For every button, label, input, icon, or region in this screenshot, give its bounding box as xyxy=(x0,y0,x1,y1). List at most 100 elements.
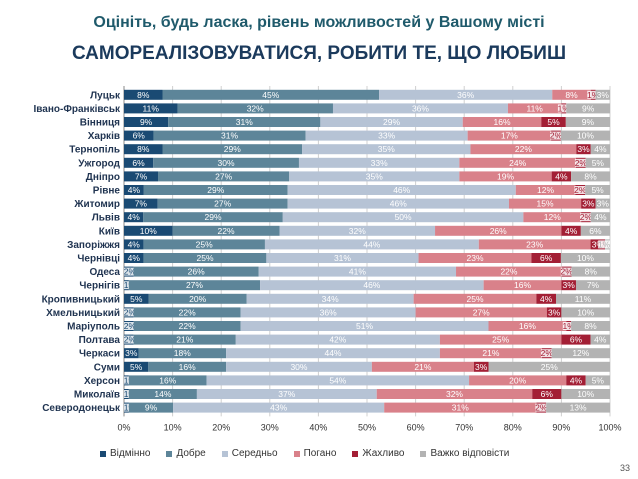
bar-segment xyxy=(124,348,139,359)
category-label: Київ xyxy=(99,226,120,237)
data-label: 54% xyxy=(329,375,346,385)
data-label: 2% xyxy=(541,348,554,358)
data-label: 37% xyxy=(278,389,295,399)
x-tick-label: 40% xyxy=(309,422,327,432)
data-label: 29% xyxy=(205,212,222,222)
data-label: 10% xyxy=(577,389,594,399)
data-label: 22% xyxy=(179,321,196,331)
bar-segment xyxy=(585,185,610,195)
data-label-bg xyxy=(574,158,587,167)
bar-segment xyxy=(571,171,610,182)
bar-segment xyxy=(157,198,288,209)
bar-segment xyxy=(128,375,207,386)
data-label: 35% xyxy=(378,144,395,154)
data-label: 4% xyxy=(540,294,553,304)
data-label: 4% xyxy=(594,212,607,222)
legend-swatch xyxy=(420,450,427,457)
data-label: 6% xyxy=(540,253,553,263)
bar-segment xyxy=(133,266,259,277)
data-label: 10% xyxy=(577,253,594,263)
bar-segment xyxy=(566,103,610,114)
bar-segment xyxy=(143,185,288,195)
bar-segment xyxy=(162,89,380,100)
data-label: 36% xyxy=(412,103,429,113)
bar-segment xyxy=(467,130,552,141)
bar-segment xyxy=(124,253,144,263)
bar-segment xyxy=(258,266,457,277)
bar-segment xyxy=(124,89,163,100)
data-label: 8% xyxy=(585,267,598,277)
data-label: 6% xyxy=(570,335,583,345)
data-label: 36% xyxy=(320,307,337,317)
data-label: 27% xyxy=(473,307,490,317)
bar-segment xyxy=(124,198,158,209)
x-tick-label: 80% xyxy=(504,422,522,432)
x-tick-label: 100% xyxy=(598,422,621,432)
bar-segment xyxy=(124,157,154,168)
bar-segment xyxy=(595,198,610,209)
bar-segment xyxy=(379,89,553,100)
x-tick-label: 70% xyxy=(455,422,473,432)
data-label: 46% xyxy=(390,199,407,209)
data-label: 6% xyxy=(132,158,145,168)
bar-segment xyxy=(552,89,591,100)
data-label: 45% xyxy=(262,90,279,100)
data-label: 1% xyxy=(598,239,611,249)
data-label: 4% xyxy=(565,226,578,236)
bar-segment xyxy=(124,144,163,155)
data-label: 9% xyxy=(582,103,595,113)
legend-label: Погано xyxy=(303,448,337,459)
x-tick-label: 10% xyxy=(164,422,182,432)
bar-segment xyxy=(124,293,149,304)
bar-segment xyxy=(561,389,610,399)
legend-item: Середньо xyxy=(221,448,278,459)
data-label: 3% xyxy=(475,362,488,372)
data-label: 33% xyxy=(378,131,395,141)
data-label: 16% xyxy=(159,375,176,385)
data-label: 4% xyxy=(594,144,607,154)
category-label: Маріуполь xyxy=(67,322,120,333)
bar-segment xyxy=(124,212,144,223)
bar-segment xyxy=(488,361,610,372)
x-tick-label: 30% xyxy=(261,422,279,432)
bar-segment xyxy=(305,130,468,141)
data-label: 31% xyxy=(221,131,238,141)
legend-label: Відмінно xyxy=(110,448,151,459)
bar-segment xyxy=(206,375,470,386)
bar-segment xyxy=(282,212,524,223)
bar-segment xyxy=(246,293,414,304)
bar-segment xyxy=(287,185,516,195)
data-label: 4% xyxy=(127,212,140,222)
data-label: 21% xyxy=(482,348,499,358)
data-label: 18% xyxy=(174,348,191,358)
data-label: 25% xyxy=(541,362,558,372)
bar-segment xyxy=(172,225,280,236)
bar-segment xyxy=(124,130,154,141)
data-label: 2% xyxy=(124,321,137,331)
category-label: Одеса xyxy=(89,267,120,278)
bar-segment xyxy=(128,280,261,291)
legend-item: Відмінно xyxy=(100,448,150,459)
data-label: 8% xyxy=(565,90,578,100)
data-label: 34% xyxy=(322,294,339,304)
data-label: 25% xyxy=(466,294,483,304)
data-label: 13% xyxy=(570,403,587,413)
bar-segment xyxy=(376,389,533,399)
bar-segment xyxy=(459,157,576,168)
category-label: Івано-Франківськ xyxy=(34,104,121,115)
data-label: 2% xyxy=(124,307,137,317)
data-label: 36% xyxy=(457,90,474,100)
bar-segment xyxy=(462,117,542,127)
bar-segment xyxy=(483,280,562,291)
data-label: 27% xyxy=(214,199,231,209)
data-label: 25% xyxy=(196,239,213,249)
bar-segment xyxy=(133,307,241,318)
data-label: 6% xyxy=(589,226,602,236)
data-label: 32% xyxy=(349,226,366,236)
category-label: Запоріжжя xyxy=(67,240,120,251)
category-label: Чернігів xyxy=(79,281,120,292)
category-label: Хмельницький xyxy=(46,308,120,319)
data-label: 11% xyxy=(143,103,160,113)
data-label: 46% xyxy=(393,185,410,195)
bar-segment xyxy=(196,389,377,399)
